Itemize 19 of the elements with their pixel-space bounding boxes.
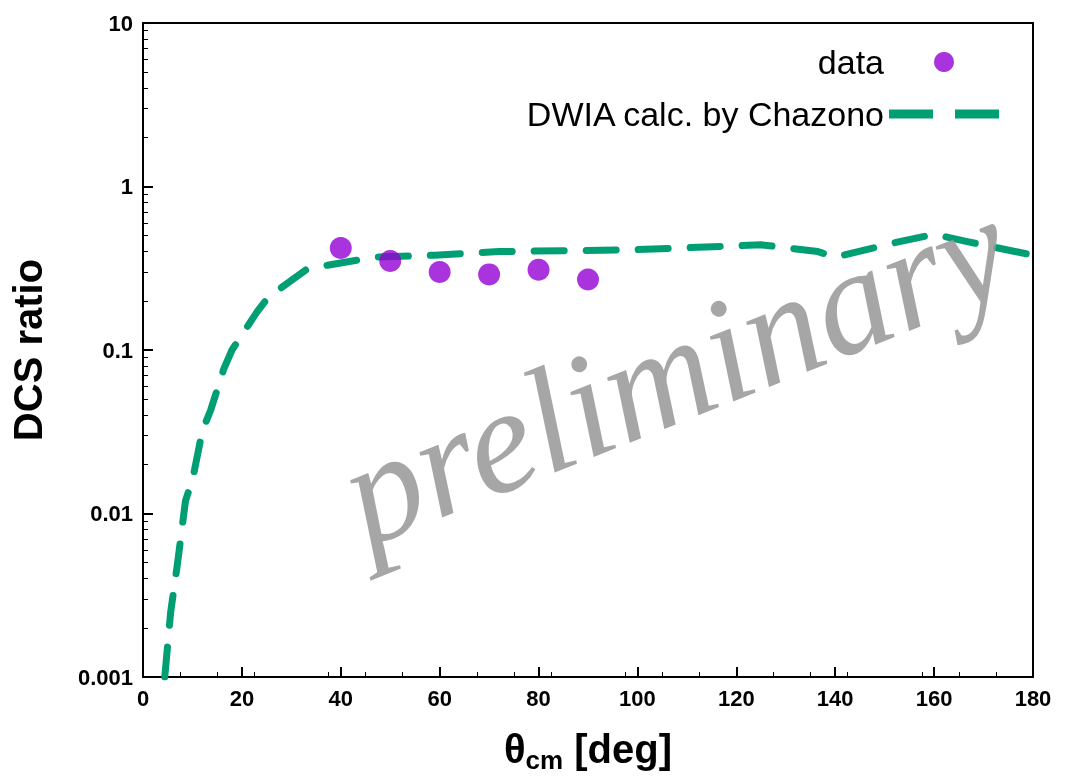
x-tick-label: 180: [1014, 685, 1052, 711]
y-axis-title: DCS ratio: [6, 258, 50, 442]
x-tick-label: 100: [619, 685, 656, 711]
x-tick-label: 20: [229, 685, 255, 711]
y-tick-label: 0.01: [90, 501, 133, 526]
x-tick-label: 60: [427, 685, 452, 711]
x-tick-label: 140: [816, 685, 854, 711]
point: [329, 237, 352, 260]
x-tick-label: 40: [328, 685, 354, 711]
y-tick-label: 0.001: [77, 664, 133, 690]
x-tick-label: 120: [717, 685, 755, 711]
y-tick-label: 0.1: [102, 337, 133, 363]
y-tick-label: 1: [120, 174, 133, 199]
x-tick-label: 0: [136, 685, 150, 711]
x-tick-label: 160: [915, 685, 953, 711]
x-tick-label: 80: [526, 685, 551, 711]
legend-label: data: [817, 43, 885, 81]
legend-label: DWIA calc. by Chazono: [526, 95, 884, 133]
y-tick-label: 10: [108, 10, 133, 36]
